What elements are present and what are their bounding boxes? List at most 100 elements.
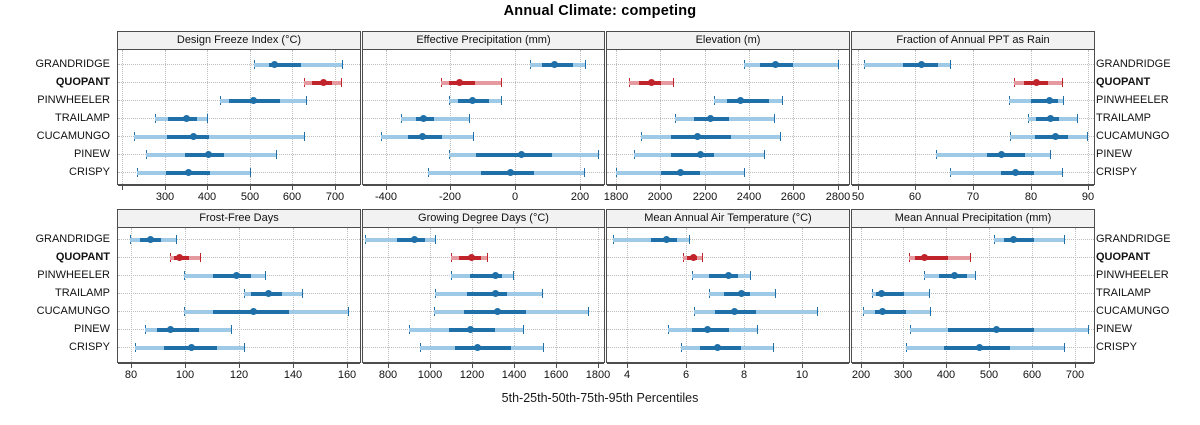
axis-tick [838, 185, 839, 190]
whisker-cap-p95-mean-annual-precipitation-trailamp [929, 289, 931, 298]
panel-effective-precipitation: Effective Precipitation (mm) [362, 31, 605, 185]
whisker-cap-p95-elevation-pinew [763, 150, 765, 159]
row-label-trailamp: TRAILAMP [54, 287, 110, 299]
axis-tick [293, 363, 294, 368]
gridline-vertical [388, 228, 390, 362]
axis-tick [627, 363, 628, 368]
gridline-horizontal [852, 82, 1094, 84]
median-dot-growing-degree-days-pinwheeler [491, 272, 499, 279]
gridline-horizontal [118, 118, 360, 120]
bar-p25-p75-growing-degree-days-crispy [455, 346, 512, 350]
axis-tick-label: 80 [124, 369, 138, 381]
median-dot-design-freeze-index-grandridge [270, 61, 278, 68]
whisker-cap-p95-fraction-annual-ppt-as-rain-trailamp [1076, 114, 1078, 123]
axis-tick [131, 363, 132, 368]
axis-tick-label: 500 [240, 191, 260, 203]
axis-tick-label: 1000 [417, 369, 443, 381]
median-dot-effective-precipitation-pinew [518, 151, 525, 158]
row-label-pinew: PINEW [1096, 148, 1133, 160]
row-label-cucamungo: CUCAMUNGO [1096, 130, 1170, 142]
axis-tick [347, 363, 348, 368]
median-dot-design-freeze-index-pinwheeler [249, 97, 257, 104]
panel-title-mean-annual-air-temperature: Mean Annual Air Temperature (°C) [607, 210, 849, 228]
axis-tick-label: 400 [197, 191, 217, 203]
axis-tick-label: 2200 [692, 191, 718, 203]
whisker-cap-p95-fraction-annual-ppt-as-rain-quopant [1062, 78, 1064, 87]
axis-tick-label: 70 [966, 191, 980, 203]
whisker-cap-p95-design-freeze-index-crispy [250, 168, 252, 177]
gridline-vertical [1032, 228, 1034, 362]
row-labels-left-top: GRANDRIDGE QUOPANT PINWHEELER TRAILAMP CUCAM… [0, 0, 110, 425]
gridline-horizontal [852, 311, 1094, 313]
gridline-horizontal [852, 100, 1094, 102]
gridline-vertical [250, 50, 252, 184]
gridline-vertical [580, 50, 582, 184]
row-label-pinwheeler: PINWHEELER [37, 94, 110, 106]
bar-p25-p75-design-freeze-index-grandridge [268, 63, 302, 67]
median-dot-growing-degree-days-grandridge [410, 236, 418, 243]
row-label-quopant: QUOPANT [55, 251, 110, 263]
axis-tick-label: 400 [936, 369, 956, 381]
bar-p5-p95-design-freeze-index-cucamungo [134, 135, 304, 139]
panel-title-fraction-annual-ppt-as-rain: Fraction of Annual PPT as Rain [852, 32, 1094, 50]
bar-p25-p75-effective-precipitation-pinew [476, 153, 552, 157]
row-label-cucamungo: CUCAMUNGO [1096, 305, 1170, 317]
gridline-vertical [861, 228, 863, 362]
median-dot-fraction-annual-ppt-as-rain-cucamungo [1051, 133, 1059, 140]
whisker-cap-p95-growing-degree-days-crispy [543, 343, 545, 352]
whisker-cap-p95-frost-free-days-cucamungo [347, 307, 349, 316]
bar-p25-p75-growing-degree-days-trailamp [466, 292, 508, 296]
median-dot-mean-annual-air-temperature-pinwheeler [724, 272, 732, 279]
whisker-cap-p95-frost-free-days-pinwheeler [264, 271, 266, 280]
panel-elevation: Elevation (m) [606, 31, 850, 185]
median-dot-elevation-pinwheeler [737, 97, 745, 104]
axis-line [118, 185, 360, 186]
axis-tick [858, 185, 859, 190]
gridline-horizontal [363, 118, 604, 120]
whisker-cap-p95-fraction-annual-ppt-as-rain-pinew [1049, 150, 1051, 159]
gridline-horizontal [363, 239, 604, 241]
axis-tick [292, 185, 293, 190]
median-dot-mean-annual-precipitation-crispy [976, 344, 984, 351]
axis-tick [973, 185, 974, 190]
gridline-horizontal [118, 82, 360, 84]
axis-tick-label: 1600 [543, 369, 569, 381]
median-dot-elevation-grandridge [771, 61, 779, 68]
axis-tick-label: 200 [570, 191, 590, 203]
whisker-cap-p95-frost-free-days-trailamp [302, 289, 304, 298]
axis-tick-label: 90 [1081, 191, 1095, 203]
row-label-pinew: PINEW [73, 323, 110, 335]
axis-tick-label: 200 [851, 369, 871, 381]
median-dot-elevation-cucamungo [694, 133, 702, 140]
gridline-vertical [660, 50, 662, 184]
bar-p25-p75-fraction-annual-ppt-as-rain-cucamungo [1035, 135, 1069, 139]
axis-tick [1032, 363, 1033, 368]
x-axis-mean-annual-precipitation: 200 300 400 500 600 700 [852, 363, 1094, 385]
page-title: Annual Climate: competing [503, 3, 697, 19]
gridline-vertical [185, 228, 187, 362]
median-dot-frost-free-days-pinew [166, 326, 174, 333]
median-dot-elevation-crispy [676, 169, 684, 176]
bar-p25-p75-mean-annual-air-temperature-pinwheeler [709, 274, 739, 278]
median-dot-frost-free-days-pinwheeler [232, 272, 240, 279]
median-dot-design-freeze-index-cucamungo [190, 133, 198, 140]
whisker-cap-p95-mean-annual-air-temperature-crispy [773, 343, 775, 352]
gridline-vertical [973, 50, 975, 184]
axis-tick-label: 700 [325, 191, 345, 203]
axis-tick [335, 185, 336, 190]
plot-area-effective-precipitation [363, 50, 604, 184]
median-dot-mean-annual-air-temperature-trailamp [737, 290, 745, 297]
whisker-cap-p95-fraction-annual-ppt-as-rain-cucamungo [1087, 132, 1089, 141]
x-axis-frost-free-days: 80 100 120 140 160 [118, 363, 360, 385]
gridline-vertical [1075, 228, 1077, 362]
whisker-cap-p95-effective-precipitation-pinwheeler [501, 96, 503, 105]
gridline-vertical [430, 228, 432, 362]
axis-tick-label: 2000 [647, 191, 673, 203]
axis-tick [1088, 185, 1089, 190]
axis-tick-label: 2400 [736, 191, 762, 203]
whisker-cap-p95-mean-annual-air-temperature-trailamp [774, 289, 776, 298]
axis-tick-label: -200 [438, 191, 462, 203]
gridline-horizontal [118, 64, 360, 66]
gridline-horizontal [118, 329, 360, 331]
median-dot-growing-degree-days-cucamungo [494, 308, 502, 315]
